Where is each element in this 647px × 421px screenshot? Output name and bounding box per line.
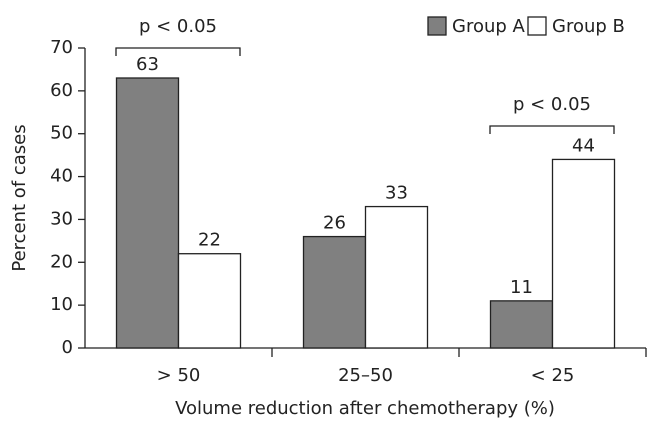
- y-tick-label: 0: [62, 337, 73, 358]
- y-tick-label: 60: [50, 80, 73, 101]
- legend-swatch: [427, 16, 447, 36]
- annotation: p < 0.05: [139, 16, 217, 37]
- annotation: p < 0.05: [513, 94, 591, 115]
- bar: [302, 235, 367, 349]
- bar: [489, 300, 554, 349]
- y-axis-label: Percent of cases: [9, 124, 30, 271]
- y-tick-label: 20: [50, 251, 73, 272]
- bar: [177, 253, 242, 349]
- bar: [551, 158, 616, 349]
- bar: [115, 77, 180, 349]
- x-tick-label: < 25: [531, 365, 575, 386]
- x-axis-label: Volume reduction after chemotherapy (%): [175, 398, 555, 419]
- legend-label: Group A: [452, 16, 526, 37]
- y-tick-label: 40: [50, 166, 73, 187]
- value-label: 63: [136, 54, 159, 75]
- value-label: 44: [572, 135, 595, 156]
- legend-label: Group B: [552, 16, 625, 37]
- x-tick-label: 25–50: [338, 365, 393, 386]
- value-label: 26: [323, 213, 346, 234]
- value-label: 22: [198, 230, 221, 251]
- value-label: 11: [510, 277, 533, 298]
- significance-bracket: [489, 125, 615, 134]
- y-tick-label: 30: [50, 208, 73, 229]
- bar: [364, 205, 429, 349]
- y-tick-label: 50: [50, 123, 73, 144]
- legend-swatch: [527, 16, 547, 36]
- y-tick-label: 70: [50, 37, 73, 58]
- value-label: 33: [385, 183, 408, 204]
- x-tick-label: > 50: [157, 365, 201, 386]
- significance-bracket: [115, 47, 241, 56]
- y-tick-label: 10: [50, 294, 73, 315]
